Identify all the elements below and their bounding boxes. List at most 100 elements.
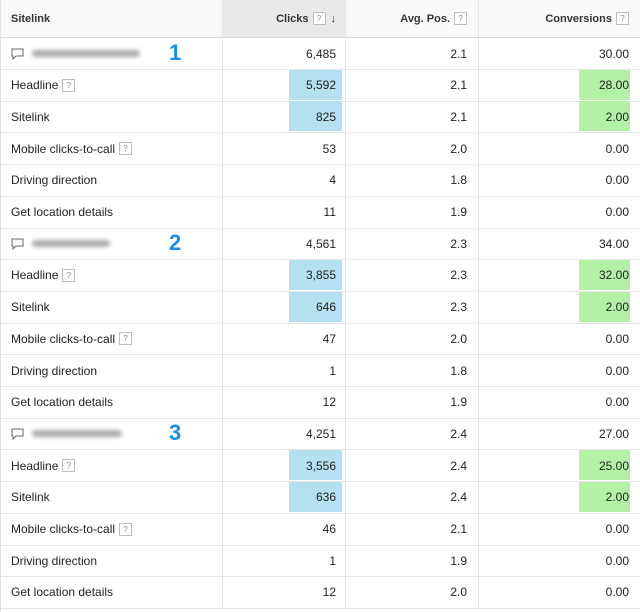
avg-pos-cell: 1.8 (346, 164, 479, 196)
conversions-cell: 25.00 (479, 450, 640, 481)
table-row: Get location details 11 1.9 0.00 (1, 196, 640, 229)
help-icon[interactable]: ? (454, 12, 467, 25)
ad-name (11, 48, 140, 60)
help-icon[interactable]: ? (62, 459, 76, 473)
conversions-cell: 0.00 (479, 165, 640, 196)
col-header-conversions[interactable]: Conversions ? (479, 0, 640, 37)
avg-pos-value: 2.3 (450, 300, 467, 315)
conversions-highlight (579, 259, 630, 290)
help-icon[interactable]: ? (62, 268, 76, 282)
ad-cell[interactable]: 2 (1, 228, 223, 260)
table-row: Sitelink 646 2.3 2.00 (1, 291, 640, 324)
ad-cell[interactable]: 1 (1, 38, 223, 69)
avg-pos-cell: 2.1 (346, 513, 479, 545)
avg-pos-value: 1.8 (450, 363, 467, 378)
help-icon[interactable]: ? (119, 142, 133, 156)
sitelink-type-cell: Driving direction (1, 545, 223, 577)
conversions-cell: 0.00 (479, 387, 640, 418)
conversions-cell: 2.00 (479, 481, 640, 513)
conversions-value: 2.00 (605, 300, 629, 315)
sitelink-type-label: Sitelink (11, 109, 50, 124)
sitelink-type-cell: Driving direction (1, 355, 223, 386)
sitelink-type-cell: Mobile clicks-to-call? (1, 133, 223, 165)
clicks-value: 4 (329, 173, 336, 188)
avg-pos-cell: 2.0 (346, 323, 479, 355)
sitelink-type-label: Mobile clicks-to-call (11, 522, 116, 536)
col-header-conversions-label: Conversions (545, 12, 612, 25)
conversions-value: 0.00 (605, 141, 629, 156)
ad-row[interactable]: 2 4,561 2.3 34.00 (1, 228, 640, 261)
clicks-cell: 4 (223, 164, 346, 196)
help-icon[interactable]: ? (616, 12, 629, 25)
ad-row[interactable]: 1 6,485 2.1 30.00 (1, 38, 640, 70)
sitelink-type-label: Sitelink (11, 300, 50, 315)
sitelink-type-cell: Sitelink (1, 101, 223, 133)
conversions-value: 0.00 (605, 363, 629, 378)
sitelink-type-cell: Headline? (1, 450, 223, 482)
avg-pos-cell: 1.8 (346, 355, 479, 386)
table-row: Driving direction 4 1.8 0.00 (1, 164, 640, 197)
clicks-cell: 6,485 (223, 38, 346, 69)
conversions-value: 0.00 (605, 522, 629, 536)
conversions-cell: 0.00 (479, 577, 640, 608)
avg-pos-cell: 2.4 (346, 450, 479, 482)
sitelink-type-cell: Sitelink (1, 291, 223, 323)
clicks-value: 12 (322, 395, 336, 410)
sitelink-type-cell: Headline? (1, 69, 223, 101)
sitelink-type-cell: Headline? (1, 259, 223, 291)
ad-cell[interactable]: 3 (1, 418, 223, 450)
clicks-cell: 646 (223, 291, 346, 323)
clicks-cell: 12 (223, 386, 346, 418)
col-header-clicks-label: Clicks (276, 12, 309, 25)
avg-pos-value: 2.4 (450, 458, 467, 473)
help-icon[interactable]: ? (119, 332, 133, 346)
clicks-value: 6,485 (305, 46, 336, 61)
clicks-highlight (289, 69, 342, 100)
sitelink-type-label: Driving direction (11, 553, 98, 568)
avg-pos-value: 2.0 (450, 141, 467, 156)
avg-pos-cell: 2.1 (346, 69, 479, 101)
clicks-highlight (289, 259, 342, 290)
help-icon[interactable]: ? (119, 522, 133, 536)
clicks-cell: 4,251 (223, 418, 346, 450)
avg-pos-cell: 2.3 (346, 291, 479, 323)
conversions-highlight (579, 481, 630, 512)
conversions-value: 27.00 (598, 426, 629, 441)
table-row: Headline? 3,855 2.3 32.00 (1, 259, 640, 292)
help-icon[interactable]: ? (62, 78, 76, 92)
avg-pos-value: 2.4 (450, 490, 467, 505)
clicks-highlight (289, 481, 342, 512)
col-header-sitelink[interactable]: Sitelink (1, 0, 223, 37)
avg-pos-cell: 2.3 (346, 259, 479, 291)
sitelink-type-label: Mobile clicks-to-call (11, 331, 116, 346)
conversions-value: 25.00 (598, 458, 629, 473)
clicks-cell: 1 (223, 355, 346, 386)
table-row: Driving direction 1 1.8 0.00 (1, 355, 640, 387)
avg-pos-value: 1.9 (450, 395, 467, 410)
conversions-value: 0.00 (605, 553, 629, 568)
conversions-highlight (579, 101, 630, 132)
avg-pos-value: 2.1 (450, 109, 467, 124)
col-header-clicks[interactable]: Clicks ? ↓ (223, 0, 346, 37)
sitelink-type-label: Get location details (11, 205, 114, 219)
help-icon[interactable]: ? (312, 12, 326, 25)
conversions-value: 0.00 (605, 331, 629, 346)
table-row: Sitelink 825 2.1 2.00 (1, 101, 640, 134)
clicks-cell: 3,855 (223, 259, 346, 291)
clicks-cell: 4,561 (223, 228, 346, 260)
sitelink-type-label: Mobile clicks-to-call (11, 141, 116, 156)
sort-desc-icon[interactable]: ↓ (330, 12, 337, 25)
conversions-cell: 27.00 (479, 418, 640, 449)
conversions-value: 0.00 (605, 395, 629, 410)
ad-row[interactable]: 3 4,251 2.4 27.00 (1, 418, 640, 451)
avg-pos-value: 2.1 (450, 78, 467, 93)
clicks-highlight (289, 291, 342, 322)
sitelink-type-cell: Mobile clicks-to-call? (1, 513, 223, 545)
table-row: Driving direction 1 1.9 0.00 (1, 545, 640, 578)
col-header-avg-pos-label: Avg. Pos. (400, 12, 450, 25)
avg-pos-cell: 2.0 (346, 576, 479, 608)
col-header-avg-pos[interactable]: Avg. Pos. ? (346, 0, 479, 37)
sitelink-type-label: Headline (11, 78, 59, 93)
avg-pos-value: 1.9 (450, 553, 467, 568)
